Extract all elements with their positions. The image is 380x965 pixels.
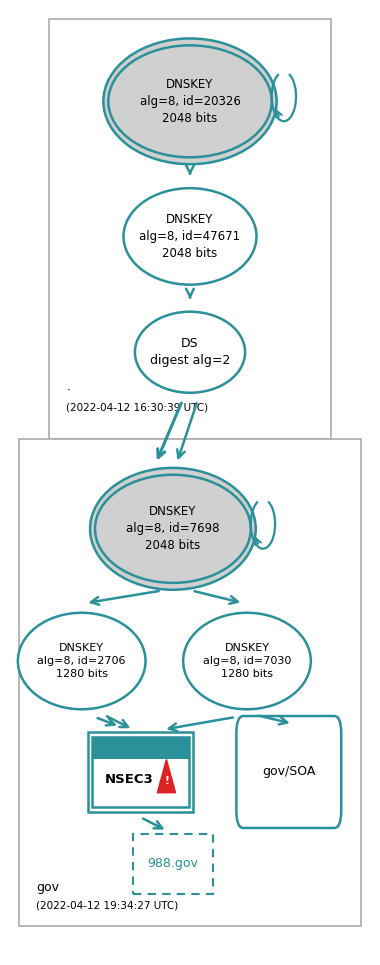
Text: DS
digest alg=2: DS digest alg=2 <box>150 337 230 368</box>
Polygon shape <box>157 759 176 793</box>
Text: DNSKEY
alg=8, id=47671
2048 bits: DNSKEY alg=8, id=47671 2048 bits <box>139 213 241 260</box>
Ellipse shape <box>108 45 272 157</box>
Text: DNSKEY
alg=8, id=7698
2048 bits: DNSKEY alg=8, id=7698 2048 bits <box>126 506 220 552</box>
Text: !: ! <box>164 776 169 786</box>
Bar <box>92 737 189 807</box>
Bar <box>49 19 331 439</box>
Ellipse shape <box>18 613 146 709</box>
Ellipse shape <box>95 475 251 583</box>
FancyBboxPatch shape <box>236 716 341 828</box>
Bar <box>92 737 189 759</box>
Ellipse shape <box>124 188 256 285</box>
Text: gov/SOA: gov/SOA <box>262 765 315 779</box>
Text: DNSKEY
alg=8, id=20326
2048 bits: DNSKEY alg=8, id=20326 2048 bits <box>139 78 241 124</box>
Bar <box>88 732 193 812</box>
Text: DNSKEY
alg=8, id=7030
1280 bits: DNSKEY alg=8, id=7030 1280 bits <box>203 643 291 679</box>
Ellipse shape <box>90 468 256 590</box>
Ellipse shape <box>103 39 277 164</box>
Text: gov: gov <box>36 881 59 895</box>
Bar <box>19 439 361 926</box>
Text: DNSKEY
alg=8, id=2706
1280 bits: DNSKEY alg=8, id=2706 1280 bits <box>38 643 126 679</box>
Text: NSEC3: NSEC3 <box>105 773 154 786</box>
Text: .: . <box>66 379 71 393</box>
Text: (2022-04-12 16:30:39 UTC): (2022-04-12 16:30:39 UTC) <box>66 402 209 412</box>
Text: 988.gov: 988.gov <box>147 857 198 870</box>
Ellipse shape <box>183 613 311 709</box>
FancyBboxPatch shape <box>133 834 213 894</box>
Ellipse shape <box>135 312 245 393</box>
Text: (2022-04-12 19:34:27 UTC): (2022-04-12 19:34:27 UTC) <box>36 900 178 910</box>
